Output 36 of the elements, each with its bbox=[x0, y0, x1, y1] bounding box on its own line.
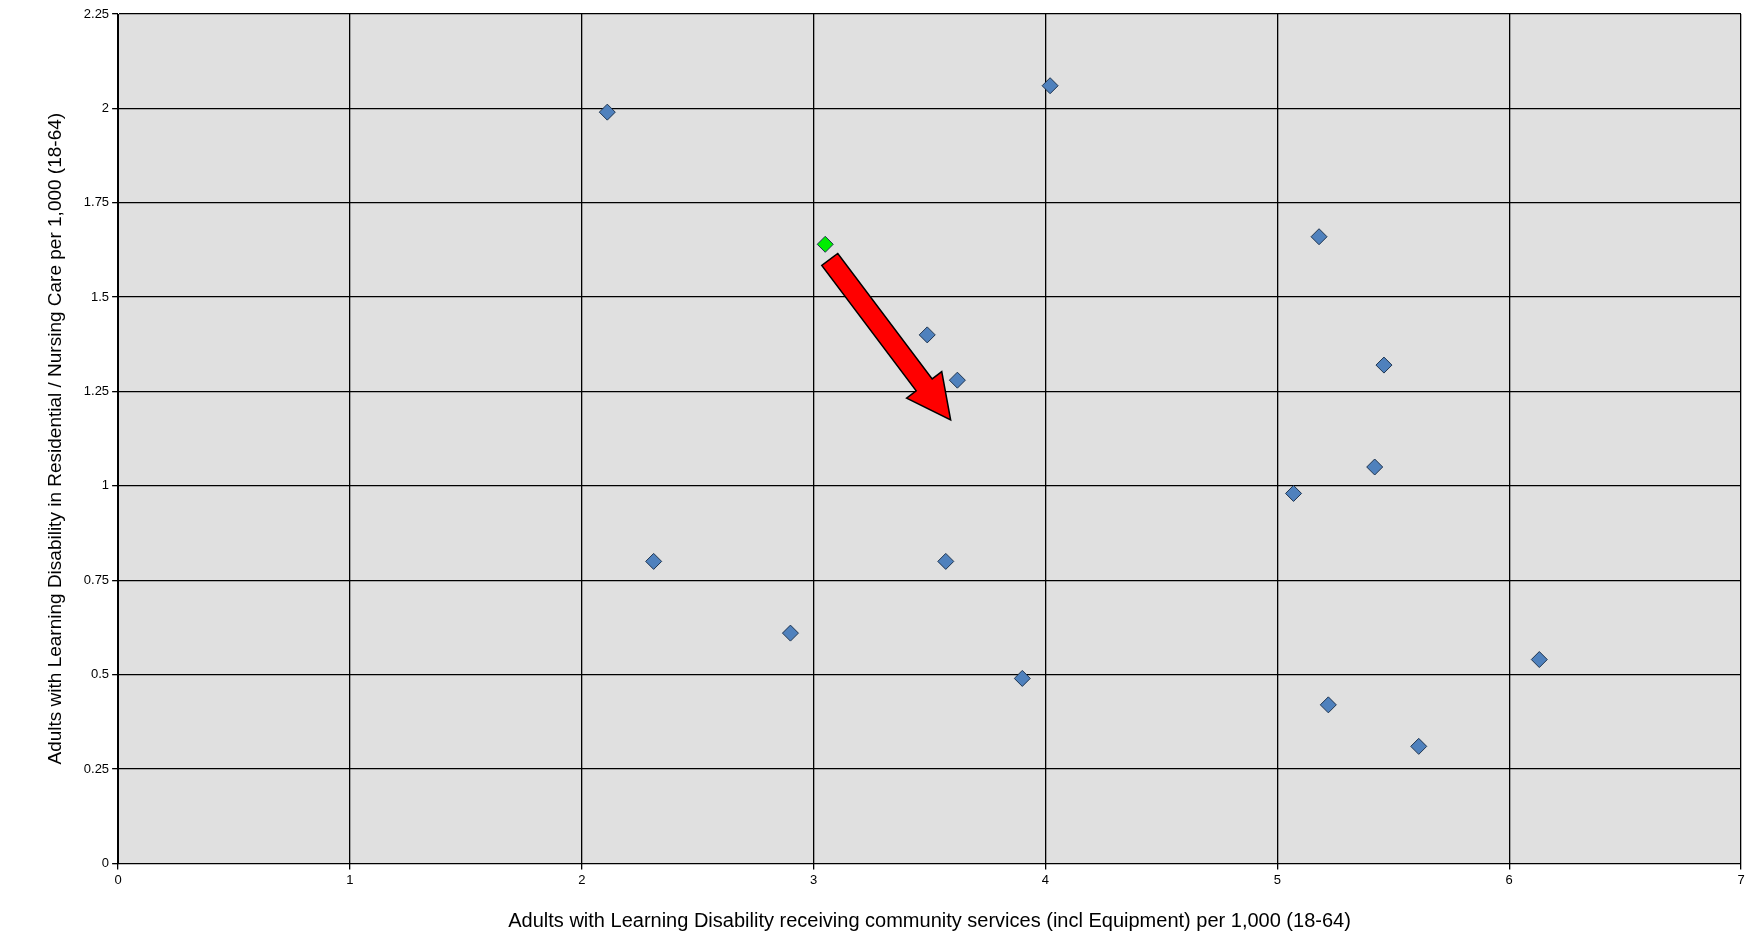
y-tick-label: 1.25 bbox=[83, 383, 110, 399]
point bbox=[1530, 651, 1548, 669]
y-tick-label: 0 bbox=[101, 854, 110, 870]
x-axis-title: Adults with Learning Disability receiving community services (incl Equipment) per 1,000 (18-64) bbox=[508, 908, 1351, 931]
x-tick-label: 7 bbox=[1737, 871, 1745, 887]
point bbox=[937, 552, 955, 570]
y-tick-label: 2 bbox=[101, 99, 110, 115]
y-tick-label: 1 bbox=[101, 477, 110, 493]
x-tick-label: 6 bbox=[1505, 871, 1513, 887]
point bbox=[1041, 77, 1059, 95]
point bbox=[1410, 737, 1428, 755]
x-tick-label: 4 bbox=[1041, 871, 1050, 887]
x-tick-label: 3 bbox=[810, 871, 818, 887]
y-tick-label: 0.75 bbox=[83, 571, 110, 587]
x-tick-label: 0 bbox=[114, 871, 122, 887]
y-tick-label: 0.25 bbox=[83, 760, 110, 776]
y-tick-label: 1.5 bbox=[91, 288, 110, 304]
point bbox=[1375, 356, 1393, 374]
x-tick-label: 1 bbox=[346, 871, 354, 887]
y-tick-label: 1.75 bbox=[83, 194, 110, 210]
point bbox=[645, 552, 663, 570]
point bbox=[918, 326, 936, 344]
point bbox=[1319, 696, 1337, 714]
x-tick-label: 2 bbox=[578, 871, 586, 887]
y-tick-label: 2.25 bbox=[83, 5, 110, 21]
point bbox=[1013, 669, 1031, 687]
x-tick-label: 5 bbox=[1273, 871, 1281, 887]
point bbox=[1366, 458, 1384, 476]
point bbox=[781, 624, 799, 642]
point bbox=[1310, 228, 1328, 246]
y-tick-label: 0.5 bbox=[91, 666, 110, 682]
point bbox=[816, 235, 834, 253]
point bbox=[948, 371, 966, 389]
point bbox=[1285, 484, 1303, 502]
point bbox=[598, 103, 616, 121]
y-axis-title: Adults with Learning Disability in Residential / Nursing Care per 1,000 (18-64) bbox=[43, 112, 65, 765]
